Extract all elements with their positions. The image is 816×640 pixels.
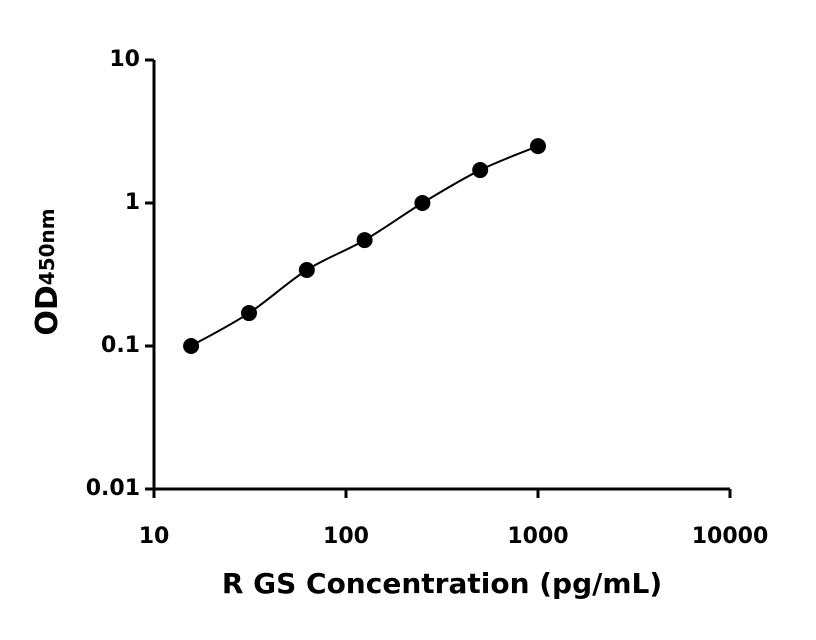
x-tick-label: 100 [323, 524, 369, 549]
y-tick-label: 1 [125, 190, 140, 215]
y-tick-label: 10 [109, 47, 140, 72]
y-tick-label: 0.1 [101, 333, 140, 358]
x-axis-label: R GS Concentration (pg/mL) [222, 567, 662, 600]
y-tick-label: 0.01 [86, 476, 140, 501]
data-point [298, 261, 315, 278]
y-axis-label: OD450nm [30, 208, 65, 335]
x-tick-label: 1000 [507, 524, 568, 549]
data-point [241, 305, 258, 322]
data-point [356, 232, 373, 249]
data-point [472, 162, 489, 179]
x-tick-label: 10000 [692, 524, 769, 549]
y-axis-label-sub: 450nm [35, 208, 59, 285]
y-axis-label-main: OD [30, 285, 65, 335]
data-point [530, 138, 546, 155]
data-point [183, 338, 200, 354]
data-point [414, 195, 431, 211]
x-tick-label: 10 [139, 524, 170, 549]
